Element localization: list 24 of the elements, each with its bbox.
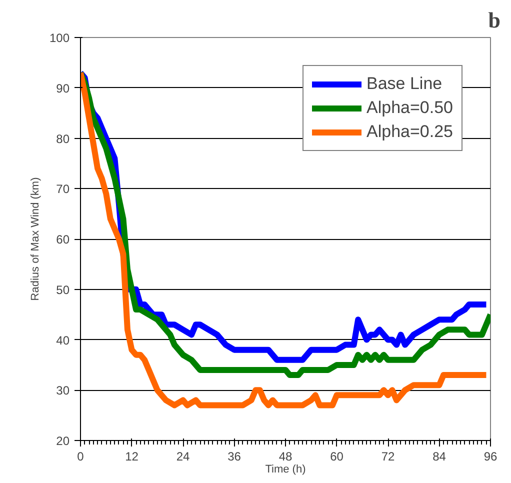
legend-label: Alpha=0.50	[366, 98, 453, 118]
y-tick-label: 100	[49, 31, 70, 45]
x-tick-label: 24	[176, 450, 190, 464]
x-tick-label: 60	[330, 450, 344, 464]
y-tick-label: 40	[56, 333, 70, 348]
legend-label: Base Line	[366, 74, 442, 94]
y-axis-title: Radius of Max Wind (km)	[29, 177, 42, 301]
x-tick-label: 96	[484, 450, 498, 464]
y-tick-label: 20	[56, 434, 70, 448]
y-tick-label: 90	[56, 81, 70, 96]
text: b	[488, 8, 501, 32]
x-tick-label: 72	[381, 450, 395, 464]
y-tick-label: 30	[56, 384, 70, 398]
x-tick-label: 0	[77, 450, 84, 464]
x-tick-label: 12	[125, 450, 139, 464]
x-axis-title: Time (h)	[265, 464, 306, 476]
x-tick-label: 48	[278, 450, 292, 464]
x-tick-label: 84	[432, 450, 446, 464]
y-tick-label: 60	[56, 232, 70, 246]
y-tick-label: 80	[56, 132, 70, 146]
y-tick-label: 50	[56, 282, 70, 297]
y-tick-label: 70	[56, 182, 70, 196]
legend-label: Alpha=0.25	[366, 122, 453, 142]
x-tick-label: 36	[228, 450, 242, 464]
